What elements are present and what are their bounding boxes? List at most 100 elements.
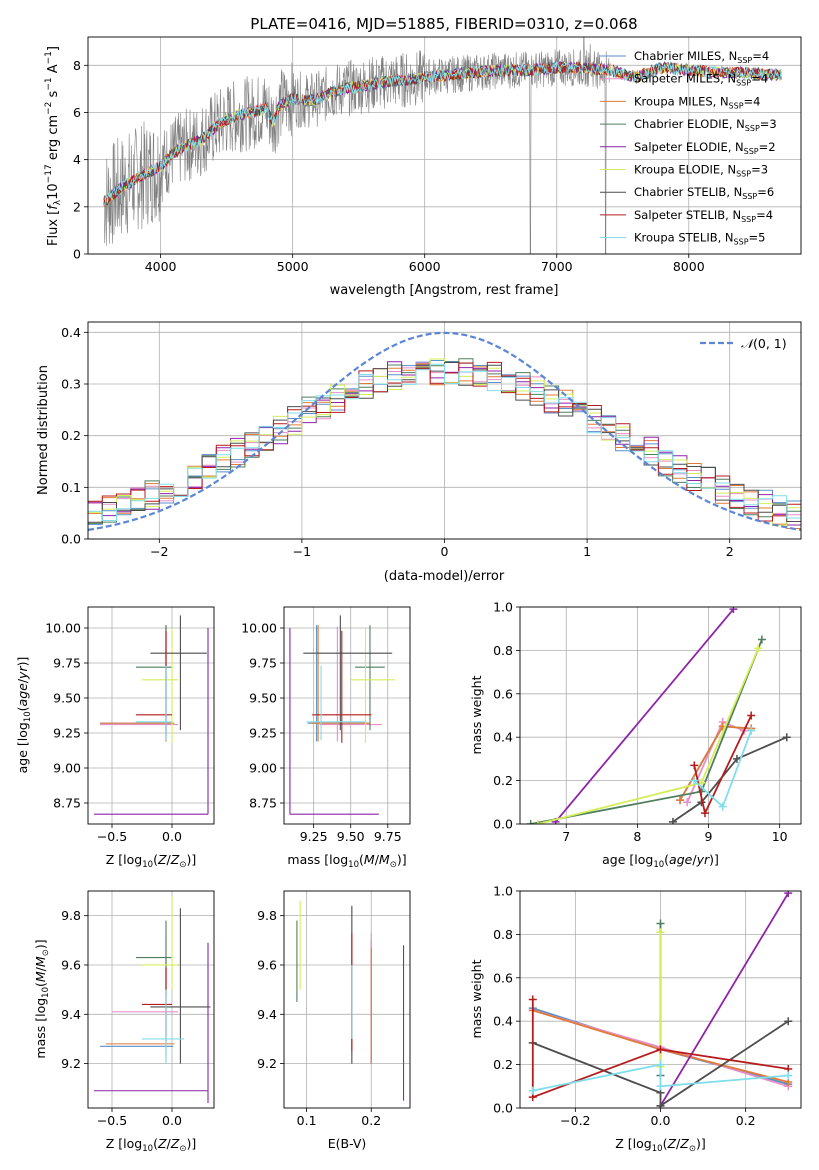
weight-line — [659, 892, 789, 1107]
axes-frame — [87, 321, 802, 540]
weight-marker — [668, 817, 677, 824]
weight-marker — [656, 1060, 665, 1069]
x-tick-label: 9.50 — [337, 829, 365, 844]
x-tick-label: 5000 — [277, 259, 309, 274]
y-tick-label: 0.0 — [493, 817, 513, 832]
errorbar-chabrier-miles — [100, 960, 174, 1062]
axes-frame — [519, 890, 802, 1109]
weight-marker — [732, 754, 741, 763]
axes-frame — [519, 606, 802, 825]
y-tick-label: 0.6 — [493, 970, 513, 985]
y-tick-label: 8.75 — [249, 796, 277, 811]
y-tick-label: 0.4 — [61, 325, 81, 340]
grid — [88, 322, 801, 540]
weight-marker — [690, 776, 699, 785]
y-tick-label: 8 — [73, 58, 81, 73]
weight-marker — [690, 761, 699, 770]
legend-entry: Chabrier ELODIE, NSSP=3 — [634, 117, 777, 133]
weight-marker — [656, 1101, 665, 1108]
x-tick-label: 0 — [441, 544, 449, 559]
panel-spectrum: 4000 5000 6000 7000 8000 0 2 4 6 8 PLATE=0416, MJD… — [44, 15, 802, 298]
weight-marker — [747, 726, 756, 735]
y-axis-label: mass weight — [469, 959, 484, 1038]
x-axis-label: Z [log10(Z/Z⊙)] — [615, 1136, 705, 1154]
axes-frame — [87, 890, 215, 1109]
plot-area — [526, 607, 791, 824]
y-tick-label: 10.00 — [45, 621, 81, 636]
y-axis-label: mass weight — [469, 675, 484, 754]
x-axis-label: E(B-V) — [328, 1136, 367, 1151]
errorbar-chabrier-stelib — [150, 615, 207, 731]
weight-marker — [757, 635, 766, 644]
x-tick-label: 0.2 — [736, 1113, 756, 1128]
axes-frame — [87, 606, 215, 825]
weights-chabrier-elodie — [526, 635, 766, 824]
errorbar-kroupa-elodie — [350, 628, 396, 743]
legend: Chabrier MILES, NSSP=4 Salpeter MILES, NS… — [600, 49, 777, 247]
x-tick-label: 0.2 — [361, 1113, 381, 1128]
weight-marker — [656, 919, 665, 928]
y-tick-label: 9.6 — [61, 957, 81, 972]
y-tick-label: 0.0 — [61, 532, 81, 547]
weight-marker — [729, 607, 738, 614]
errorbar-salpeter-stelib — [312, 630, 372, 743]
errorbar-chabrier-stelib — [303, 615, 393, 731]
x-axis-label: mass [log10(M/M⊙)] — [287, 852, 406, 870]
weight-marker — [676, 796, 685, 805]
y-tick-label: 9.8 — [61, 908, 81, 923]
weight-line — [531, 999, 789, 1099]
weights-kroupa-stelib — [528, 1060, 793, 1095]
grid — [284, 891, 410, 1108]
x-tick-label: 0.0 — [162, 1113, 182, 1128]
y-tick-label: 0.2 — [493, 773, 513, 788]
weight-marker — [747, 711, 756, 720]
y-tick-label: 0.3 — [61, 377, 81, 392]
weights-chabrier-stelib — [668, 733, 791, 824]
y-tick-label: 0.6 — [493, 686, 513, 701]
y-tick-label: 0.2 — [61, 428, 81, 443]
errorbar-chabrier-miles — [307, 625, 369, 742]
weight-marker — [784, 1017, 793, 1026]
errorbar-kroupa-stelib — [136, 665, 172, 740]
y-tick-label: 9.75 — [249, 656, 277, 671]
weight-marker — [656, 928, 665, 937]
x-axis-label: (data-model)/error — [384, 569, 505, 584]
panel-mass_vs_EBV: 0.1 0.2 9.2 9.4 9.6 9.8 E(B-V) — [257, 890, 411, 1151]
y-axis-label: Normed distribution — [36, 365, 51, 495]
x-tick-label: 2 — [726, 544, 734, 559]
axes-frame — [283, 606, 411, 825]
weight-line — [672, 736, 788, 823]
legend-entry: Kroupa ELODIE, NSSP=3 — [634, 163, 768, 179]
x-tick-label: 8 — [633, 829, 641, 844]
weight-line — [532, 1063, 789, 1092]
axes-frame — [87, 36, 802, 255]
y-tick-label: 9.25 — [249, 726, 277, 741]
errorbar-chabrier-elodie — [136, 920, 172, 995]
y-tick-label: 0.8 — [493, 643, 513, 658]
errorbar-kroupa-elodie — [142, 895, 178, 990]
y-tick-label: 9.4 — [257, 1007, 277, 1022]
y-tick-label: 9.2 — [257, 1056, 277, 1071]
x-tick-label: −2 — [150, 544, 168, 559]
y-tick-label: 0.0 — [493, 1101, 513, 1116]
x-tick-label: −1 — [293, 544, 311, 559]
weight-line — [532, 1020, 789, 1108]
plot-area — [528, 891, 793, 1108]
panel-age_vs_mass: 9.25 9.50 9.75 8.75 9.00 9.25 9.50 9.75 10.00 mas… — [241, 606, 411, 870]
weight-marker — [784, 1071, 793, 1080]
plot-area — [94, 895, 211, 1104]
legend-entry: Kroupa STELIB, NSSP=5 — [634, 231, 765, 247]
errorbar-salpeter-elodie — [94, 628, 209, 815]
weight-marker — [782, 733, 791, 742]
y-tick-label: 1.0 — [493, 884, 513, 899]
errorbar-salpeter-stelib — [142, 967, 172, 1042]
grid — [284, 607, 410, 824]
x-tick-label: 6000 — [409, 259, 441, 274]
y-tick-label: 9.00 — [53, 761, 81, 776]
chart-title: PLATE=0416, MJD=51885, FIBERID=0310, z=0… — [250, 15, 637, 33]
weight-marker — [656, 1082, 665, 1091]
y-tick-label: 0.4 — [493, 1014, 513, 1029]
y-axis-label: Flux [fλ10−17 erg cm−2 s−1 A−1] — [44, 46, 63, 246]
y-tick-label: 0.2 — [493, 1057, 513, 1072]
